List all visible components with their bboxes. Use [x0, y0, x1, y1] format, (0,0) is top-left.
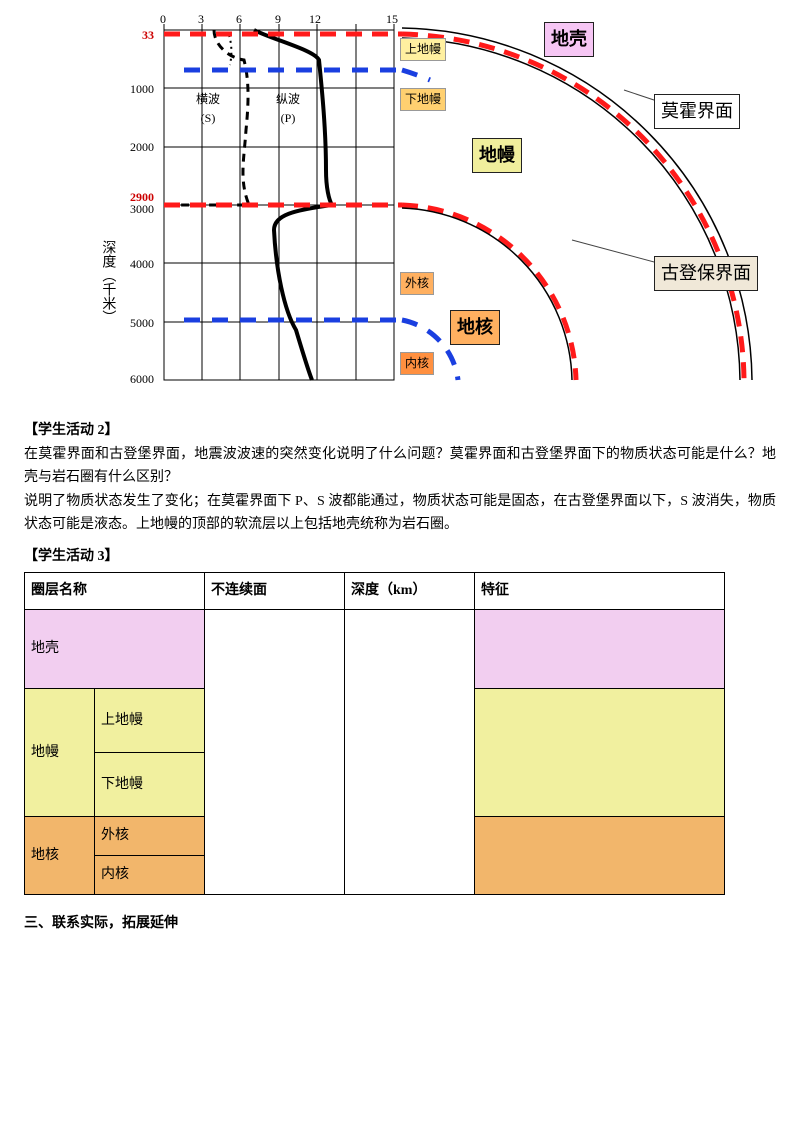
depth-33: 33 — [142, 26, 154, 45]
ytick-5000: 5000 — [130, 314, 154, 333]
core-label: 地核 — [450, 310, 500, 345]
ytick-1000: 1000 — [130, 80, 154, 99]
table-header-row: 圈层名称 不连续面 深度（km） 特征 — [25, 573, 725, 610]
xtick-0: 0 — [160, 10, 166, 29]
cell-crust-feature — [475, 610, 725, 689]
xtick-12: 12 — [309, 10, 321, 29]
upper-mantle-tag: 上地幔 — [400, 38, 446, 61]
cell-core: 地核 — [25, 817, 95, 895]
table-row: 地壳 — [25, 610, 725, 689]
cell-lower-mantle: 下地幔 — [95, 753, 205, 817]
th-discontinuity: 不连续面 — [205, 573, 345, 610]
depth-2900: 2900 — [130, 188, 154, 207]
th-layer-name: 圈层名称 — [25, 573, 205, 610]
cell-outer-core: 外核 — [95, 817, 205, 856]
xtick-9: 9 — [275, 10, 281, 29]
cell-inner-core: 内核 — [95, 856, 205, 895]
xtick-15: 15 — [386, 10, 398, 29]
cell-discontinuity — [205, 610, 345, 895]
activity-2-answer: 说明了物质状态发生了变化；在莫霍界面下 P、S 波都能通过，物质状态可能是固态，… — [24, 491, 776, 536]
ytick-4000: 4000 — [130, 255, 154, 274]
activity-3-title: 【学生活动 3】 — [24, 546, 776, 568]
lower-mantle-tag: 下地幔 — [400, 88, 446, 111]
ytick-6000: 6000 — [130, 370, 154, 389]
y-axis-label: 深度（千米） — [96, 240, 118, 324]
th-depth: 深度（km） — [345, 573, 475, 610]
cell-mantle: 地幔 — [25, 689, 95, 817]
activity-2: 【学生活动 2】 在莫霍界面和古登堡界面，地震波波速的突然变化说明了什么问题？莫… — [24, 420, 776, 536]
xtick-3: 3 — [198, 10, 204, 29]
p-wave-label: 纵波 (P) — [276, 90, 300, 128]
inner-core-tag: 内核 — [400, 352, 434, 375]
xtick-6: 6 — [236, 10, 242, 29]
th-feature: 特征 — [475, 573, 725, 610]
moho-label: 莫霍界面 — [654, 94, 740, 129]
outer-core-tag: 外核 — [400, 272, 434, 295]
section-3-heading: 三、联系实际，拓展延伸 — [24, 913, 776, 935]
cell-mantle-feature — [475, 689, 725, 817]
gutenberg-label: 古登保界面 — [654, 256, 758, 291]
ytick-2000: 2000 — [130, 138, 154, 157]
layers-table: 圈层名称 不连续面 深度（km） 特征 地壳 地幔 上地幔 下地幔 地核 外核 … — [24, 572, 725, 895]
earth-structure-diagram: 0 3 6 9 12 15 1000 2000 3000 4000 5000 6… — [124, 10, 764, 410]
crust-label: 地壳 — [544, 22, 594, 57]
cell-core-feature — [475, 817, 725, 895]
cell-depth — [345, 610, 475, 895]
mantle-label: 地幔 — [472, 138, 522, 173]
cell-upper-mantle: 上地幔 — [95, 689, 205, 753]
s-wave-label: 横波 (S) — [196, 90, 220, 128]
activity-2-question: 在莫霍界面和古登堡界面，地震波波速的突然变化说明了什么问题？莫霍界面和古登堡界面… — [24, 444, 776, 489]
activity-2-title: 【学生活动 2】 — [24, 420, 776, 442]
cell-crust: 地壳 — [25, 610, 205, 689]
